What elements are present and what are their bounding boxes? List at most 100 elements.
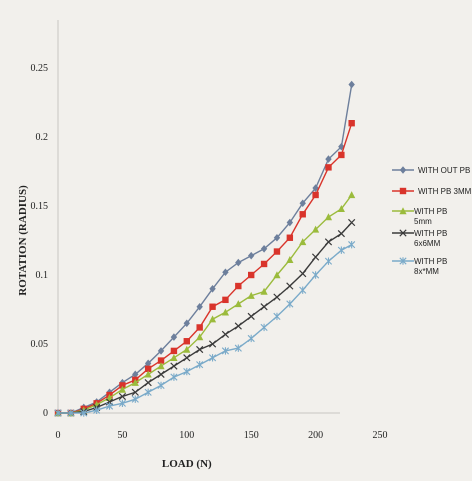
data-point [299,238,307,246]
data-point [324,257,333,265]
legend-swatch-marker [399,257,407,265]
data-point [260,303,268,311]
data-point [170,333,178,341]
series-1 [54,80,355,417]
data-point [157,381,165,390]
data-point [260,323,268,332]
data-point [348,191,356,199]
data-point [273,293,281,301]
legend-label: WITH PB 5mm [414,207,447,226]
legend-swatch-marker [399,187,407,195]
tick-labels: 0 50 100 150 200 250 0 0.05 0.1 0.15 0.2 0.25 [31,63,388,441]
data-point [105,394,114,402]
data-point [234,344,242,352]
data-point [286,282,294,290]
legend-label-line: 5mm [414,217,432,226]
legend-label: WITH PB 3MM [418,187,472,196]
data-point [209,303,216,310]
data-point [299,269,307,278]
legend-label: WITH PB 6x6MM [414,229,447,248]
data-point [222,296,229,304]
data-point [260,287,268,295]
data-point [299,211,306,218]
data-point [348,240,356,249]
data-point [221,330,230,338]
legend-label: WITH PB 8x*MM [414,257,447,276]
data-point [208,354,217,362]
x-tick-label: 50 [117,430,127,441]
data-point [157,370,165,378]
data-point [337,229,345,238]
y-tick-label: 0 [43,408,48,419]
data-point [170,362,178,370]
y-tick-label: 0.1 [36,270,49,281]
data-point [144,388,152,396]
data-point [196,345,204,354]
data-point [119,382,126,389]
data-point [196,333,204,341]
x-tick-label: 150 [244,430,259,441]
x-tick-label: 250 [373,430,388,441]
data-point [260,244,268,253]
x-tick-label: 0 [56,430,61,441]
data-point [234,322,242,330]
data-point [348,218,356,227]
data-point [312,271,320,279]
series-line [58,84,353,414]
data-point [208,315,217,323]
data-point [248,271,255,279]
legend-item: WITH PB 3MM [392,187,472,196]
data-point [221,347,230,355]
series-line [58,222,353,414]
data-point [325,164,332,171]
data-point [157,357,165,364]
data-point [157,347,165,355]
legend-label-line: WITH PB [414,207,447,216]
data-point [273,312,281,321]
data-point [337,204,345,212]
data-point [183,338,190,345]
data-point [132,370,139,379]
data-point [299,199,306,208]
legend-swatch-marker [399,229,407,237]
data-point [222,268,229,277]
x-axis-title: LOAD (N) [162,458,212,470]
data-point [144,379,152,387]
data-point [273,233,281,242]
data-point [247,334,255,343]
axes [57,20,340,414]
legend-label-line: WITH PB [414,229,447,238]
data-point [312,225,320,233]
y-tick-label: 0.2 [36,132,49,143]
y-axis-title: ROTATION (RADIUS) [17,185,29,296]
data-point [286,234,294,241]
legend-label-line: 8x*MM [414,267,439,276]
data-point [183,367,191,376]
legend-swatch-marker [399,166,407,174]
data-point [247,291,255,299]
legend-item: WITH PB 6x6MM [392,229,447,248]
data-point [144,370,152,378]
data-point [311,253,320,261]
data-point [324,238,333,246]
series-2 [54,120,355,417]
data-point [183,345,191,353]
data-point [118,399,126,408]
data-point [221,308,230,316]
data-point [54,409,62,417]
x-tick-label: 200 [308,430,323,441]
legend-swatch-marker [399,207,407,215]
legend-label-line: WITH PB [414,257,447,266]
data-point [273,248,281,255]
legend-item: WITH PB 5mm [392,207,447,226]
data-point [234,300,242,308]
data-point [196,361,204,369]
legend-label: WITH OUT PB [418,166,470,175]
data-point [248,251,255,260]
data-point [157,362,165,370]
data-point [131,395,139,403]
series-5 [54,240,356,417]
